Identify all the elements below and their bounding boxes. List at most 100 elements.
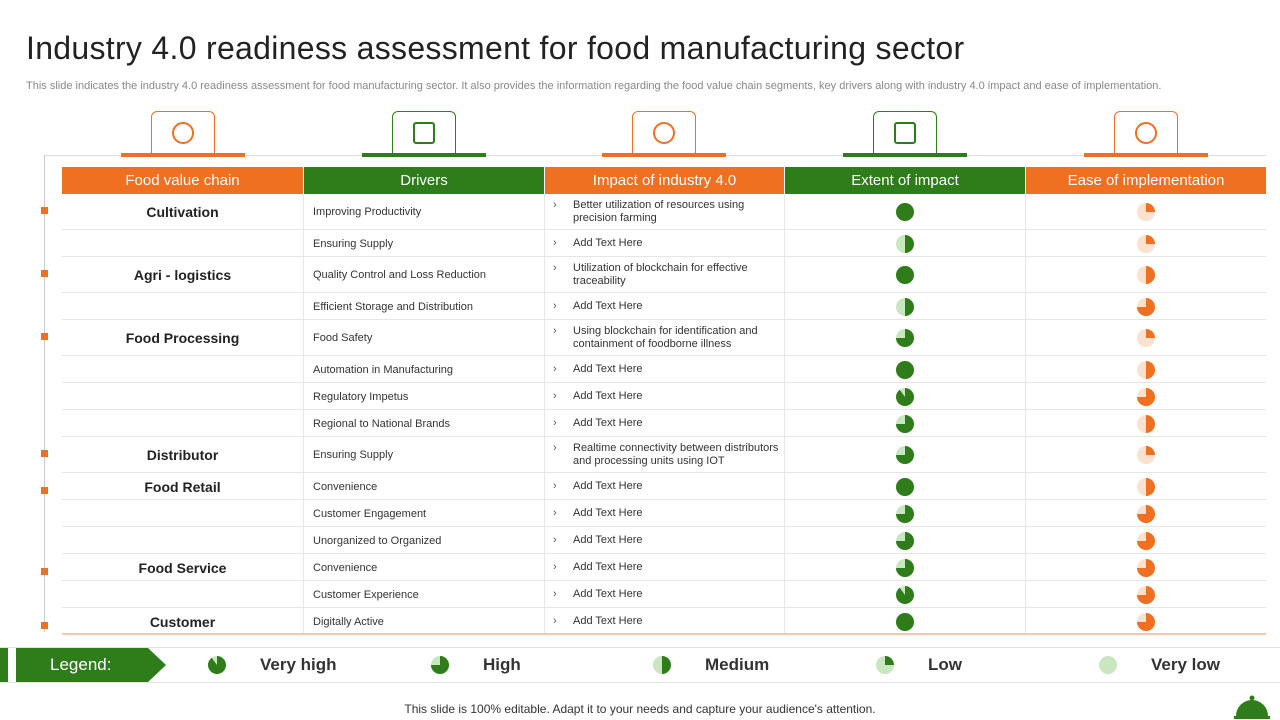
column-rule — [784, 554, 785, 581]
harvey-ball — [1137, 266, 1155, 284]
column-rule — [544, 293, 545, 320]
driver: Customer Engagement — [313, 507, 427, 520]
icon-underline — [602, 153, 726, 157]
harvey-ball — [896, 558, 914, 577]
column-rule — [303, 320, 304, 356]
harvey-ball — [1137, 531, 1155, 550]
column-rule — [1025, 194, 1026, 230]
value-chain: Agri - logistics — [133, 267, 232, 283]
icon — [1134, 122, 1157, 144]
table-row — [62, 500, 1266, 527]
chevron: › — [553, 507, 557, 519]
column-rule — [1025, 581, 1026, 608]
column-rule — [1025, 230, 1026, 257]
legend-band — [0, 647, 1280, 683]
column-rule — [303, 230, 304, 257]
icon-box — [872, 111, 937, 154]
column-rule — [303, 257, 304, 293]
legend-label: High — [483, 655, 521, 674]
column-rule — [544, 500, 545, 527]
column-rule — [784, 257, 785, 293]
icon-underline — [361, 153, 486, 157]
column-rule — [303, 437, 304, 473]
column-header: Drivers — [303, 167, 544, 194]
impact: Better utilization of resources using pr… — [573, 199, 745, 224]
column-rule — [303, 608, 304, 635]
harvey-ball — [431, 656, 449, 674]
column-rule — [784, 581, 785, 608]
chevron: › — [553, 199, 557, 211]
harvey-ball — [896, 387, 914, 406]
driver: Food Safety — [313, 332, 373, 344]
chevron: › — [553, 615, 557, 627]
value-chain: Food Retail — [144, 478, 221, 495]
harvey-ball — [1137, 612, 1155, 631]
harvey-ball — [1137, 234, 1155, 253]
harvey-ball — [896, 203, 914, 221]
column-rule — [544, 554, 545, 581]
harvey-ball — [1137, 558, 1155, 577]
driver: Convenience — [313, 480, 378, 493]
icon-underline — [120, 153, 245, 157]
table-row — [62, 437, 1266, 473]
column-rule — [784, 500, 785, 527]
column-rule — [784, 383, 785, 410]
subtitle: This slide indicates the industry 4.0 re… — [26, 80, 1162, 92]
legend-label: Low — [928, 655, 962, 674]
harvey-ball — [1137, 504, 1155, 523]
value-chain: Food Processing — [125, 330, 240, 346]
column-rule — [1025, 554, 1026, 581]
column-rule — [784, 608, 785, 635]
icon — [653, 122, 675, 144]
column-header: Food value chain — [62, 167, 303, 194]
chevron: › — [553, 363, 557, 375]
harvey-ball — [896, 612, 914, 631]
column-rule — [784, 320, 785, 356]
harvey-ball — [1137, 329, 1155, 347]
value-chain: Customer — [149, 613, 216, 630]
chevron: › — [553, 442, 557, 454]
column-rule — [784, 194, 785, 230]
driver: Improving Productivity — [313, 206, 422, 218]
column-rule — [303, 554, 304, 581]
table-row — [62, 383, 1266, 410]
harvey-ball — [1137, 203, 1155, 221]
legend-label: Very low — [1151, 655, 1220, 674]
impact: Add Text Here — [573, 507, 643, 519]
value-chain: Food Service — [138, 559, 227, 576]
harvey-ball — [653, 656, 671, 674]
column-rule — [303, 410, 304, 437]
value-chain: Cultivation — [146, 204, 219, 220]
impact: Using blockchain for identification and … — [573, 325, 758, 350]
driver: Customer Experience — [313, 588, 419, 601]
impact: Add Text Here — [573, 615, 643, 627]
timeline-marker — [41, 207, 48, 214]
chevron: › — [553, 325, 557, 337]
harvey-ball — [1137, 360, 1155, 379]
driver: Ensuring Supply — [313, 449, 394, 461]
column-rule — [303, 581, 304, 608]
icon-box — [391, 111, 456, 154]
column-rule — [784, 230, 785, 257]
icon — [893, 122, 916, 144]
column-rule — [784, 473, 785, 500]
timeline-marker — [41, 333, 48, 340]
harvey-ball — [1137, 414, 1155, 433]
column-rule — [1025, 527, 1026, 554]
impact: Add Text Here — [573, 588, 643, 600]
impact: Add Text Here — [573, 237, 643, 249]
column-rule — [303, 473, 304, 500]
impact: Utilization of blockchain for effective … — [573, 262, 748, 287]
timeline-marker — [41, 622, 48, 629]
harvey-ball — [896, 414, 914, 433]
table-bottom — [62, 633, 1266, 635]
driver: Automation in Manufacturing — [313, 363, 454, 376]
column-rule — [1025, 437, 1026, 473]
table-row — [62, 320, 1266, 356]
driver: Convenience — [313, 561, 378, 574]
column-rule — [544, 437, 545, 473]
column-rule — [1025, 383, 1026, 410]
table-row — [62, 194, 1266, 230]
impact: Add Text Here — [573, 300, 643, 312]
table-row — [62, 257, 1266, 293]
